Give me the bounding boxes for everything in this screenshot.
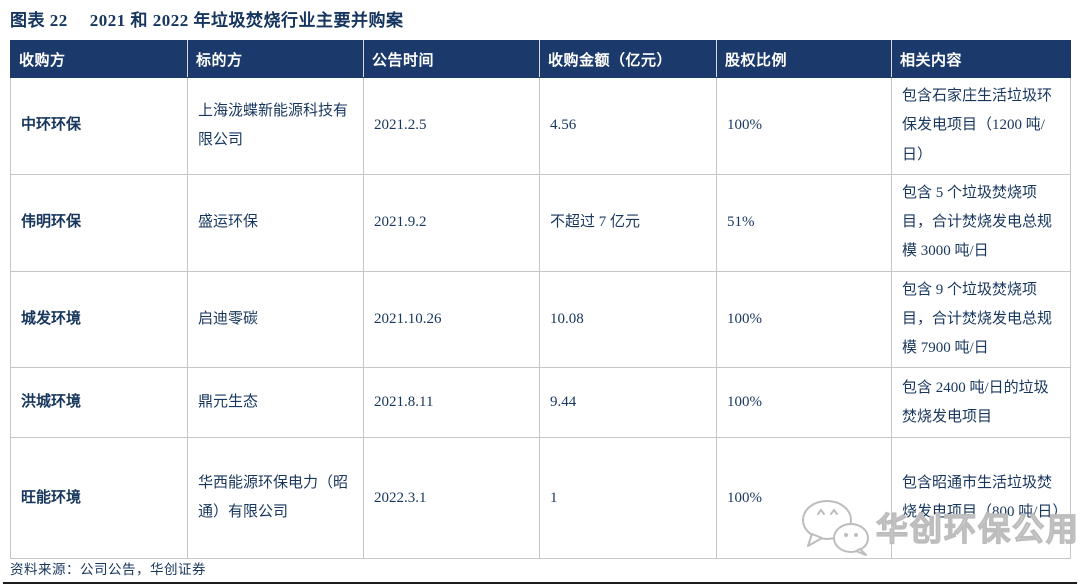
cell-detail: 包含 2400 吨/日的垃圾焚烧发电项目 [891, 367, 1071, 439]
table-row: 伟明环保 盛运环保 2021.9.2 不超过 7 亿元 51% 包含 5 个垃圾… [10, 173, 1071, 272]
column-header-acquirer: 收购方 [10, 40, 188, 78]
cell-date: 2021.2.5 [363, 77, 540, 175]
table-row: 中环环保 上海泷蝶新能源科技有限公司 2021.2.5 4.56 100% 包含… [10, 77, 1071, 175]
bottom-divider [3, 582, 1077, 584]
cell-detail: 包含昭通市生活垃圾焚烧发电项目（800 吨/日） [891, 437, 1071, 560]
cell-acquirer: 中环环保 [10, 77, 188, 175]
cell-target: 盛运环保 [187, 173, 364, 272]
cell-detail: 包含 9 个垃圾焚烧项目，合计焚烧发电总规模 7900 吨/日 [891, 270, 1071, 369]
cell-target: 上海泷蝶新能源科技有限公司 [187, 77, 364, 175]
table-row: 洪城环境 鼎元生态 2021.8.11 9.44 100% 包含 2400 吨/… [10, 367, 1071, 439]
cell-stake: 100% [716, 77, 892, 175]
table-row: 城发环境 启迪零碳 2021.10.26 10.08 100% 包含 9 个垃圾… [10, 270, 1071, 369]
cell-date: 2022.3.1 [363, 437, 540, 560]
column-header-stake: 股权比例 [716, 40, 892, 78]
column-header-date: 公告时间 [363, 40, 540, 78]
cell-date: 2021.10.26 [363, 270, 540, 369]
cell-detail: 包含石家庄生活垃圾环保发电项目（1200 吨/日） [891, 77, 1071, 175]
cell-date: 2021.9.2 [363, 173, 540, 272]
cell-acquirer: 伟明环保 [10, 173, 188, 272]
cell-target: 华西能源环保电力（昭通）有限公司 [187, 437, 364, 560]
column-header-amount: 收购金额（亿元） [539, 40, 717, 78]
figure-title-text: 2021 和 2022 年垃圾焚烧行业主要并购案 [89, 11, 404, 30]
source-note: 资料来源：公司公告，华创证券 [10, 562, 206, 577]
cell-amount: 4.56 [539, 77, 717, 175]
table-row: 旺能环境 华西能源环保电力（昭通）有限公司 2022.3.1 1 100% 包含… [10, 437, 1071, 560]
cell-stake: 100% [716, 367, 892, 439]
cell-stake: 51% [716, 173, 892, 272]
cell-acquirer: 旺能环境 [10, 437, 188, 560]
table-header-row: 收购方 标的方 公告时间 收购金额（亿元） 股权比例 相关内容 [10, 40, 1071, 78]
cell-amount: 9.44 [539, 367, 717, 439]
cell-acquirer: 城发环境 [10, 270, 188, 369]
cell-date: 2021.8.11 [363, 367, 540, 439]
figure-title: 图表 22 2021 和 2022 年垃圾焚烧行业主要并购案 [10, 6, 404, 31]
figure-label: 图表 22 [10, 11, 68, 30]
acquisitions-table: 收购方 标的方 公告时间 收购金额（亿元） 股权比例 相关内容 中环环保 上海泷… [10, 40, 1071, 560]
cell-target: 鼎元生态 [187, 367, 364, 439]
cell-detail: 包含 5 个垃圾焚烧项目，合计焚烧发电总规模 3000 吨/日 [891, 173, 1071, 272]
cell-stake: 100% [716, 270, 892, 369]
column-header-detail: 相关内容 [891, 40, 1071, 78]
column-header-target: 标的方 [187, 40, 364, 78]
cell-amount: 10.08 [539, 270, 717, 369]
cell-acquirer: 洪城环境 [10, 367, 188, 439]
cell-stake: 100% [716, 437, 892, 560]
cell-amount: 不超过 7 亿元 [539, 173, 717, 272]
cell-amount: 1 [539, 437, 717, 560]
cell-target: 启迪零碳 [187, 270, 364, 369]
